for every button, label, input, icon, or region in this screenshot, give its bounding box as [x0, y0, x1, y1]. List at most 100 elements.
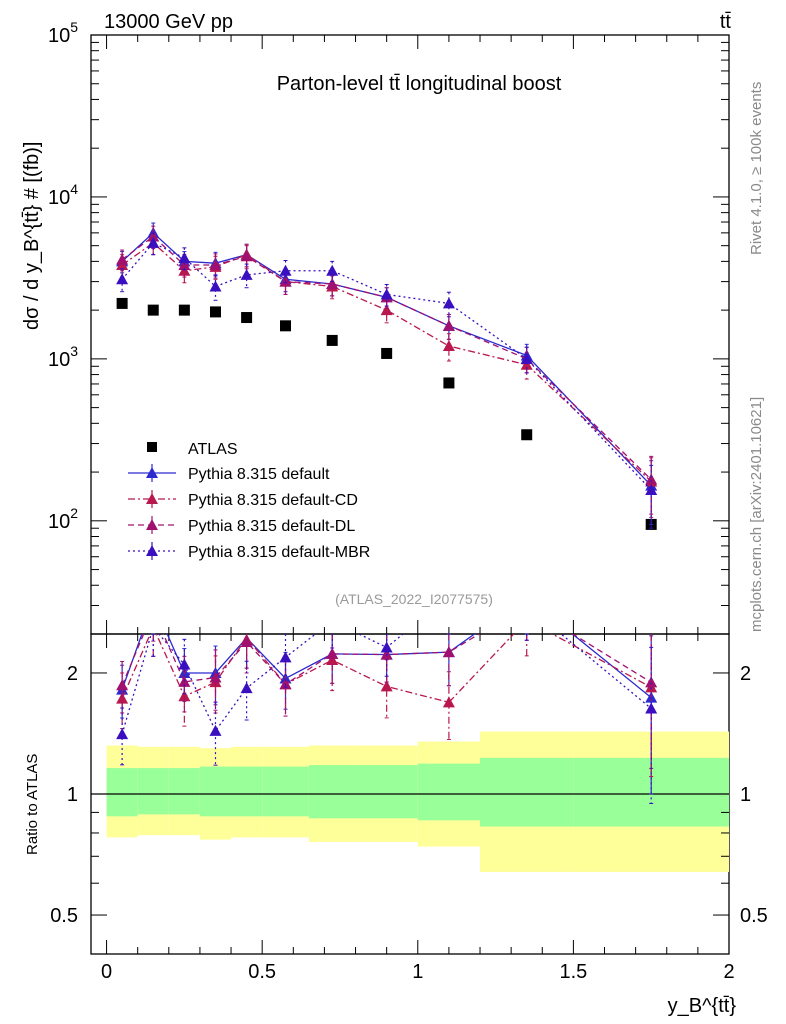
x-tick-label: 0: [101, 961, 112, 983]
series-marker-ratio: [178, 658, 191, 670]
legend-label: Pythia 8.315 default-DL: [188, 518, 355, 535]
series-marker-ratio: [442, 696, 455, 708]
y-axis-label-ratio: Ratio to ATLAS: [24, 754, 41, 855]
series-marker-main: [116, 273, 129, 285]
band-green-bin: [106, 768, 138, 817]
analysis-tag: (ATLAS_2022_I2077575): [335, 591, 493, 607]
y-tick-label-ratio: 2: [67, 663, 78, 685]
legend-marker: [146, 467, 158, 478]
x-axis-label: y_B^{tt̄}: [668, 995, 737, 1017]
series-marker-main: [209, 258, 222, 270]
atlas-data-point: [521, 429, 533, 441]
series-marker-ratio: [116, 679, 129, 691]
x-tick-label: 1.5: [559, 961, 587, 983]
series-marker-ratio: [240, 682, 253, 694]
x-tick-label: 1: [412, 961, 423, 983]
y-tick-label-main: 104: [48, 181, 78, 209]
band-green-bin: [231, 766, 263, 817]
atlas-data-point: [178, 304, 190, 316]
y-tick-label-ratio-right: 2: [740, 663, 751, 685]
uncertainty-bands: [91, 731, 729, 872]
series-marker-ratio: [442, 646, 455, 658]
atlas-data-point: [326, 334, 338, 346]
series-marker-ratio: [279, 678, 292, 690]
series-marker-ratio: [380, 641, 393, 653]
legend: ATLAS Pythia 8.315 default Pythia 8.315 de…: [128, 441, 370, 561]
legend-label: Pythia 8.315 default: [188, 466, 330, 483]
legend-label: Pythia 8.315 default-MBR: [188, 544, 370, 561]
chart-title: Parton-level tt̄ longitudinal boost: [277, 73, 562, 95]
series-marker-main: [240, 250, 253, 262]
atlas-data-point: [381, 347, 393, 359]
series-marker-ratio: [116, 692, 129, 704]
series-marker-main: [178, 251, 191, 263]
y-tick-label-main: 103: [48, 343, 78, 371]
series-marker-main: [520, 352, 533, 364]
series-marker-ratio: [116, 728, 129, 740]
legend-label-atlas: ATLAS: [188, 441, 238, 458]
series-marker-main: [147, 236, 160, 248]
series-marker-ratio: [209, 671, 222, 683]
series-marker-main: [240, 268, 253, 280]
atlas-data-point: [209, 306, 221, 318]
legend-label: Pythia 8.315 default-CD: [188, 492, 358, 509]
series-marker-ratio: [645, 676, 658, 688]
band-green-bin: [199, 766, 232, 817]
legend-marker: [146, 545, 158, 556]
rivet-version-label: Rivet 4.1.0, ≥ 100k events: [748, 82, 765, 255]
series-marker-ratio: [380, 680, 393, 692]
series-marker-main: [380, 288, 393, 300]
series-marker-main: [645, 483, 658, 495]
atlas-data-point: [241, 312, 253, 324]
series-marker-ratio: [645, 702, 658, 714]
series-marker-main: [520, 358, 533, 370]
series-marker-main: [147, 230, 160, 242]
series-marker-main: [116, 253, 129, 265]
y-tick-label-ratio: 1: [67, 784, 78, 806]
series-marker-main: [380, 304, 393, 316]
series-marker-main: [645, 473, 658, 485]
series-marker-ratio: [178, 675, 191, 687]
series-marker-ratio: [279, 651, 292, 663]
mcplots-reference-label: mcplots.cern.ch [arXiv:2401.10621]: [748, 397, 765, 632]
series-marker-main: [326, 277, 339, 289]
series-marker-ratio: [209, 724, 222, 736]
main-panel-series: [116, 222, 658, 530]
y-tick-label-main: 102: [48, 505, 78, 533]
series-marker-ratio: [178, 690, 191, 702]
series-marker-main: [442, 297, 455, 309]
y-tick-label-ratio-right: 1: [740, 784, 751, 806]
series-marker-main: [279, 264, 292, 276]
series-marker-main: [326, 264, 339, 276]
x-tick-label: 2: [723, 961, 734, 983]
series-line-main: [121, 242, 652, 482]
band-green-bin: [308, 765, 356, 819]
atlas-data-point: [280, 320, 292, 332]
band-green-bin: [417, 763, 481, 821]
energy-label: 13000 GeV pp: [104, 11, 233, 33]
series-marker-ratio: [240, 635, 253, 647]
atlas-data-point: [443, 377, 455, 389]
band-green-bin: [480, 757, 574, 827]
x-tick-label: 0.5: [248, 961, 276, 983]
y-tick-label-ratio-right: 0.5: [740, 905, 768, 927]
band-green-bin: [168, 768, 200, 815]
band-green-bin: [355, 765, 418, 819]
main-panel-frame: [90, 34, 730, 635]
atlas-data-point: [147, 304, 159, 316]
legend-marker: [146, 493, 158, 504]
y-axis-label-main: dσ / d y_B^{tt̄} # [(fb)]: [21, 142, 43, 331]
y-tick-label-main: 105: [48, 19, 78, 47]
series-marker-main: [209, 280, 222, 292]
series-marker-main: [442, 319, 455, 331]
process-label: tt̄: [720, 11, 732, 33]
band-green-bin: [137, 768, 169, 815]
ratio-panel-series: [116, 633, 658, 804]
legend-marker-atlas: [147, 442, 157, 452]
atlas-data-point: [116, 297, 128, 309]
axes: 0 0.5 1 1.5 2 102 103 104 105 0.5 0.5 1 1 2 2: [48, 19, 768, 983]
band-green-bin: [262, 766, 309, 817]
legend-marker: [146, 519, 158, 530]
series-marker-ratio: [326, 647, 339, 659]
